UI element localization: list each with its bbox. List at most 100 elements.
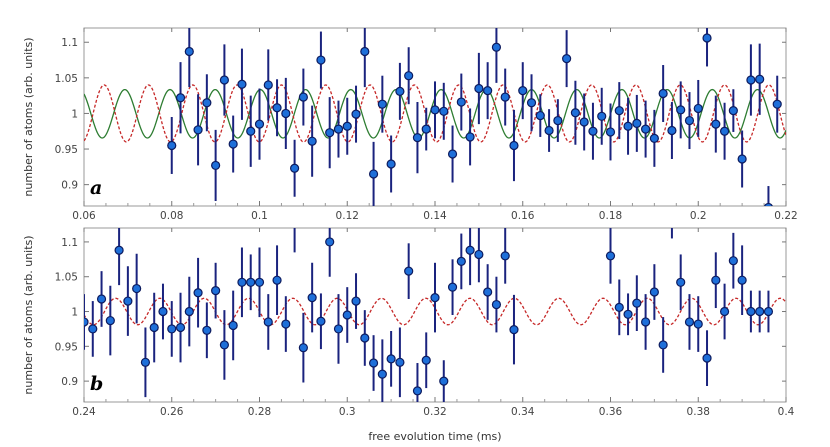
x-tick-label: 0.38 xyxy=(687,406,710,418)
data-point xyxy=(158,306,168,317)
data-point xyxy=(395,357,405,367)
data-point xyxy=(755,74,765,84)
data-point xyxy=(404,71,414,81)
data-point xyxy=(202,98,212,108)
data-point xyxy=(342,121,352,131)
data-point xyxy=(291,214,299,222)
data-point xyxy=(211,286,221,296)
data-point xyxy=(246,277,256,287)
data-point xyxy=(658,88,668,99)
x-tick-label: 0.24 xyxy=(72,406,96,418)
data-point xyxy=(219,75,229,85)
data-point xyxy=(421,355,431,365)
data-point xyxy=(386,159,396,169)
data-point xyxy=(333,124,344,134)
data-point xyxy=(307,293,317,303)
data-point xyxy=(614,105,624,116)
data-point xyxy=(290,163,300,173)
data-point xyxy=(456,97,466,107)
data-point xyxy=(342,310,352,320)
data-point xyxy=(500,251,510,261)
data-point xyxy=(351,109,361,119)
x-tick-label: 0.2 xyxy=(690,210,707,222)
data-point xyxy=(562,54,572,64)
data-point xyxy=(430,105,440,115)
x-tick-label: 0.34 xyxy=(511,406,535,418)
y-tick-label: 1 xyxy=(71,307,78,319)
data-point xyxy=(377,369,387,379)
data-point xyxy=(640,124,651,134)
data-point xyxy=(483,287,493,297)
data-point xyxy=(219,340,229,350)
data-point xyxy=(316,316,326,326)
data-point xyxy=(228,320,238,331)
data-point xyxy=(711,119,721,129)
data-point xyxy=(702,353,712,363)
data-point xyxy=(623,309,633,319)
data-point xyxy=(237,79,247,89)
data-point xyxy=(421,124,431,134)
data-point xyxy=(132,283,142,294)
data-point xyxy=(254,119,265,129)
data-point xyxy=(211,160,221,171)
data-point xyxy=(755,306,765,317)
data-point xyxy=(632,298,642,308)
data-point xyxy=(693,103,703,114)
data-point xyxy=(316,55,326,65)
data-point xyxy=(746,75,756,85)
data-point xyxy=(702,33,712,43)
x-tick-label: 0.16 xyxy=(511,210,535,222)
data-point xyxy=(658,340,668,350)
data-point xyxy=(325,128,335,138)
data-point xyxy=(167,324,177,334)
x-tick-label: 0.26 xyxy=(160,406,184,418)
data-point xyxy=(281,319,291,329)
data-point xyxy=(447,282,458,292)
data-point xyxy=(202,325,212,335)
data-point xyxy=(570,108,581,118)
data-point xyxy=(684,115,695,126)
x-tick-label: 0.06 xyxy=(72,210,96,222)
data-point xyxy=(667,125,677,136)
data-point xyxy=(184,46,194,57)
x-tick-label: 0.36 xyxy=(599,406,623,418)
fit-red xyxy=(84,84,786,143)
data-point xyxy=(737,275,747,285)
data-point xyxy=(491,42,502,52)
data-point xyxy=(746,306,756,317)
data-point xyxy=(281,108,291,119)
data-point xyxy=(439,376,449,386)
data-point xyxy=(447,149,458,159)
data-point xyxy=(263,80,273,90)
x-tick-label: 0.32 xyxy=(423,406,446,418)
data-point xyxy=(175,93,186,103)
data-point xyxy=(535,110,545,121)
y-axis-label: number of atoms (arb. units) xyxy=(22,235,35,394)
data-point xyxy=(772,99,782,109)
x-tick-label: 0.1 xyxy=(251,210,268,222)
data-point xyxy=(719,306,730,317)
data-point xyxy=(377,99,387,109)
data-point xyxy=(193,288,203,298)
data-point xyxy=(360,46,370,57)
data-point xyxy=(588,126,598,136)
data-point xyxy=(84,317,89,327)
data-point xyxy=(272,103,282,113)
x-tick-label: 0.14 xyxy=(423,210,447,222)
data-point xyxy=(553,115,563,126)
data-point xyxy=(728,105,738,116)
data-point xyxy=(676,277,686,287)
y-tick-label: 1.05 xyxy=(55,73,78,85)
data-point xyxy=(123,296,133,306)
data-point xyxy=(483,86,493,96)
data-point xyxy=(509,325,519,335)
y-tick-label: 0.9 xyxy=(61,376,78,388)
y-tick-label: 0.9 xyxy=(61,180,78,192)
data-point xyxy=(167,140,177,151)
data-point xyxy=(333,324,344,334)
y-tick-label: 1 xyxy=(71,108,78,120)
data-point xyxy=(579,117,589,127)
data-point xyxy=(360,333,370,343)
x-tick-label: 0.4 xyxy=(778,406,795,418)
